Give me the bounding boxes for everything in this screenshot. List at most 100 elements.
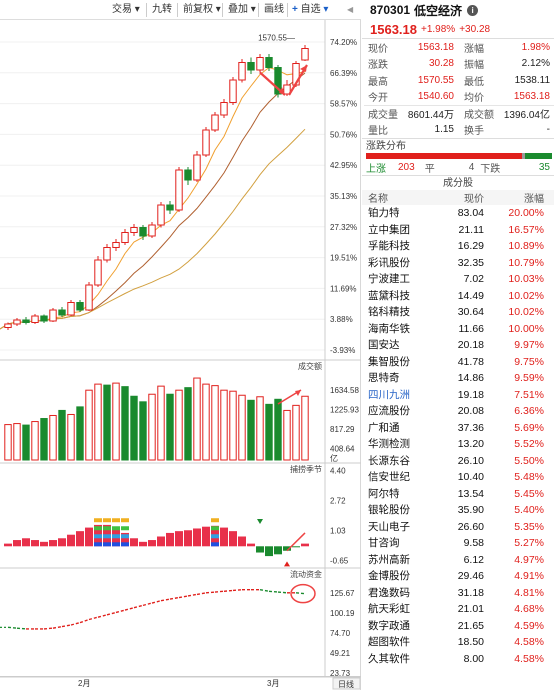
- component-row[interactable]: 久其软件 8.00 4.58%: [362, 651, 554, 668]
- candle[interactable]: [4, 323, 12, 328]
- component-row[interactable]: 银轮股份 35.90 5.40%: [362, 502, 554, 519]
- candle[interactable]: [31, 315, 39, 323]
- candle[interactable]: [94, 259, 102, 286]
- candle[interactable]: [58, 309, 66, 316]
- overlay-menu[interactable]: 叠加 ▾: [228, 4, 256, 15]
- candle[interactable]: [130, 227, 138, 233]
- component-row[interactable]: 君逸数码 31.18 4.81%: [362, 585, 554, 602]
- candle[interactable]: [184, 169, 192, 181]
- volume-bar[interactable]: [67, 413, 75, 461]
- trade-menu[interactable]: 交易 ▾: [112, 4, 140, 15]
- candle[interactable]: [301, 48, 309, 61]
- candle[interactable]: [49, 309, 57, 322]
- volume-bar[interactable]: [265, 403, 273, 461]
- volume-bar[interactable]: [292, 404, 300, 461]
- volume-bar[interactable]: [112, 382, 120, 461]
- candle[interactable]: [166, 204, 174, 211]
- volume-bar[interactable]: [49, 414, 57, 461]
- header-pct[interactable]: 涨幅: [524, 194, 544, 205]
- candle[interactable]: [238, 62, 246, 81]
- component-row[interactable]: 甘咨询 9.58 5.27%: [362, 535, 554, 552]
- candle[interactable]: [13, 319, 21, 325]
- volume-bar[interactable]: [85, 389, 93, 461]
- volume-bar[interactable]: [247, 399, 255, 461]
- volume-bar[interactable]: [220, 389, 228, 461]
- component-row[interactable]: 广和通 37.36 5.69%: [362, 420, 554, 437]
- candle[interactable]: [229, 79, 237, 103]
- candle[interactable]: [247, 62, 255, 71]
- component-row[interactable]: 航天彩虹 21.01 4.68%: [362, 601, 554, 618]
- header-price[interactable]: 现价: [464, 194, 484, 205]
- volume-bar[interactable]: [58, 409, 66, 461]
- adjust-menu[interactable]: 前复权 ▾: [183, 4, 221, 15]
- volume-bar[interactable]: [238, 394, 246, 461]
- collapse-toolbar-icon[interactable]: ◀: [347, 5, 354, 14]
- component-row[interactable]: 苏州高新 6.12 4.97%: [362, 552, 554, 569]
- volume-bar[interactable]: [211, 385, 219, 461]
- volume-bar[interactable]: [283, 409, 291, 461]
- candle[interactable]: [220, 102, 228, 116]
- volume-bar[interactable]: [301, 395, 309, 461]
- component-row[interactable]: 孚能科技 16.29 10.89%: [362, 238, 554, 255]
- volume-bar[interactable]: [175, 389, 183, 461]
- candle[interactable]: [175, 169, 183, 211]
- volume-bar[interactable]: [148, 393, 156, 461]
- draw-line-button[interactable]: 画线: [264, 4, 284, 15]
- candle[interactable]: [112, 242, 120, 248]
- volume-bar[interactable]: [40, 418, 48, 461]
- component-row[interactable]: 铭科精技 30.64 10.02%: [362, 304, 554, 321]
- volume-bar[interactable]: [31, 421, 39, 461]
- component-row[interactable]: 应流股份 20.08 6.36%: [362, 403, 554, 420]
- component-row[interactable]: 超图软件 18.50 4.58%: [362, 634, 554, 651]
- kline-chart-panel[interactable]: 交易 ▾ 九转 前复权 ▾ 叠加 ▾ 画线 + 自选 ▾ ◀ 74.20% 66.…: [0, 0, 361, 690]
- component-row[interactable]: 国安达 20.18 9.97%: [362, 337, 554, 354]
- volume-bar[interactable]: [256, 396, 264, 461]
- candle[interactable]: [265, 57, 273, 68]
- volume-bar[interactable]: [229, 390, 237, 461]
- component-row[interactable]: 四川九洲 19.18 7.51%: [362, 387, 554, 404]
- component-row[interactable]: 集智股份 41.78 9.75%: [362, 354, 554, 371]
- candle[interactable]: [157, 204, 165, 226]
- component-row[interactable]: 天山电子 26.60 5.35%: [362, 519, 554, 536]
- volume-bar[interactable]: [274, 398, 282, 461]
- volume-bar[interactable]: [76, 406, 84, 461]
- info-icon[interactable]: i: [467, 4, 479, 16]
- candle[interactable]: [256, 57, 264, 71]
- component-row[interactable]: 阿尔特 13.54 5.45%: [362, 486, 554, 503]
- component-row[interactable]: 海南华铁 11.66 10.00%: [362, 321, 554, 338]
- volume-bar[interactable]: [139, 401, 147, 461]
- volume-bar[interactable]: [157, 385, 165, 461]
- component-row[interactable]: 长源东谷 26.10 5.50%: [362, 453, 554, 470]
- component-row[interactable]: 铂力特 83.04 20.00%: [362, 205, 554, 222]
- volume-bar[interactable]: [166, 393, 174, 461]
- add-watchlist-button[interactable]: + 自选 ▾: [292, 4, 329, 15]
- volume-bar[interactable]: [184, 387, 192, 461]
- candle[interactable]: [76, 302, 84, 311]
- volume-bar[interactable]: [4, 424, 12, 461]
- candle[interactable]: [139, 227, 147, 237]
- component-row[interactable]: 信安世纪 10.40 5.48%: [362, 469, 554, 486]
- candle[interactable]: [148, 224, 156, 237]
- candle[interactable]: [67, 302, 75, 316]
- candle[interactable]: [274, 67, 282, 95]
- candle[interactable]: [103, 247, 111, 261]
- component-row[interactable]: 宁波建工 7.02 10.03%: [362, 271, 554, 288]
- component-row[interactable]: 思特奇 14.86 9.59%: [362, 370, 554, 387]
- candle[interactable]: [121, 232, 129, 243]
- component-row[interactable]: 华测检测 13.20 5.52%: [362, 436, 554, 453]
- volume-bar[interactable]: [121, 386, 129, 461]
- volume-bar[interactable]: [103, 384, 111, 461]
- volume-bar[interactable]: [202, 383, 210, 461]
- candle[interactable]: [40, 315, 48, 322]
- component-row[interactable]: 金博股份 29.46 4.91%: [362, 568, 554, 585]
- candle[interactable]: [85, 284, 93, 311]
- candle[interactable]: [283, 84, 291, 95]
- candle[interactable]: [22, 319, 30, 323]
- component-row[interactable]: 数字政通 21.65 4.59%: [362, 618, 554, 635]
- volume-bar[interactable]: [13, 423, 21, 461]
- volume-bar[interactable]: [193, 377, 201, 461]
- period-selector[interactable]: [332, 677, 361, 690]
- component-row[interactable]: 立中集团 21.11 16.57%: [362, 222, 554, 239]
- component-row[interactable]: 蓝黛科技 14.49 10.02%: [362, 288, 554, 305]
- candle[interactable]: [202, 129, 210, 156]
